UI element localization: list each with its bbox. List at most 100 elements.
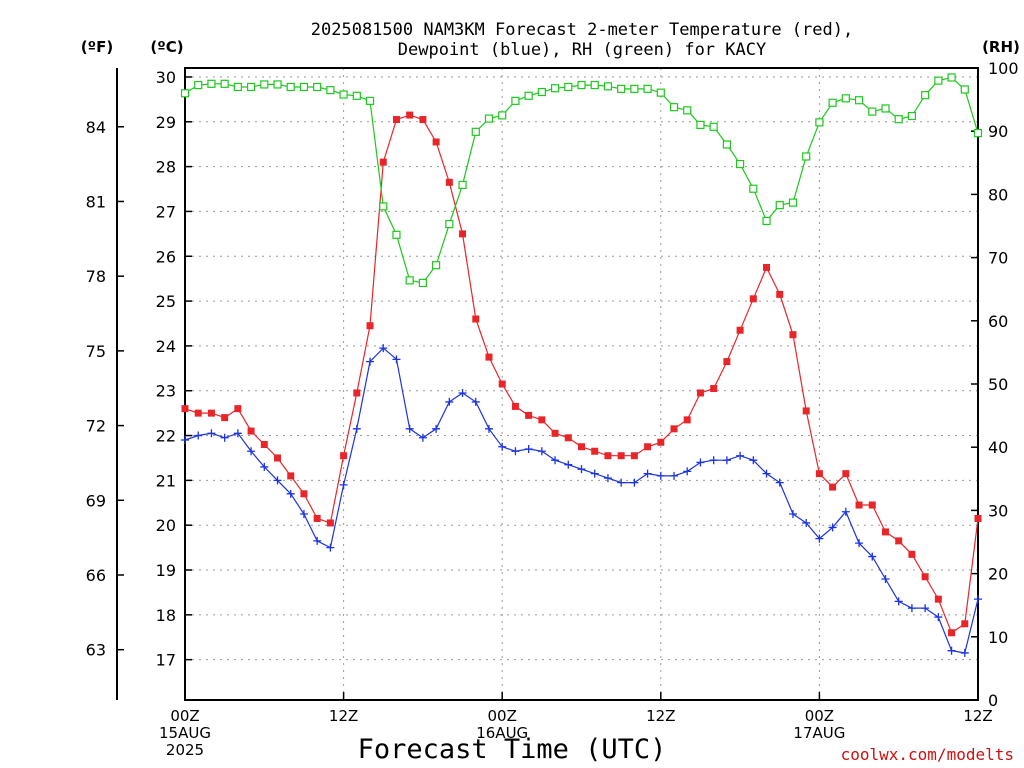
dewpoint-point [881,574,890,583]
rh-unit-label: (RH) [982,38,1020,56]
dewpoint-point [590,469,599,478]
rh-point [683,106,692,115]
celsius-tick-label: 24 [156,337,176,356]
dewpoint-point [696,458,705,467]
temperature-point [392,116,400,124]
temperature-point [300,490,308,498]
dewpoint-point [405,424,414,433]
temperature-point [578,443,585,451]
temperature-point [696,389,704,397]
rh-tick-label: 100 [988,59,1019,78]
rh-point [868,107,877,116]
rh-point [339,90,348,99]
rh-point [418,278,427,287]
dewpoint-point [339,480,348,489]
series-layer [180,73,983,657]
temperature-point [472,315,480,323]
celsius-tick-label: 21 [156,471,176,490]
rh-point [815,118,824,127]
dewpoint-point [603,474,612,483]
rh-point [511,96,520,105]
rh-point [392,230,401,239]
rh-point [881,104,890,113]
rh-point [630,84,639,93]
dewpoint-point [273,476,282,485]
dewpoint-point [313,536,322,545]
dewpoint-point [683,467,692,476]
dewpoint-point [947,646,956,655]
chart-title-line-2: Dewpoint (blue), RH (green) for KACY [398,40,766,60]
rh-point [233,82,242,92]
dewpoint-point [894,597,903,606]
rh-point [326,86,335,95]
x-tick-label: 00Z [488,707,517,725]
temperature-point [895,537,903,545]
temperature-point [260,441,268,449]
dewpoint-point [432,424,441,433]
rh-point [498,111,507,120]
x-tick-label: 12Z [646,707,675,725]
rh-point [352,91,361,100]
temperature-line [184,114,979,634]
rh-point [709,122,718,131]
dewpoint-point [762,469,771,478]
rh-point [220,79,229,88]
temperature-point [948,629,956,637]
temperature-point [525,411,533,419]
x-tick-label: 2025 [166,741,204,759]
temperature-point [868,501,876,509]
temperature-point [921,573,929,581]
dewpoint-point [524,444,533,453]
rh-point [696,120,705,129]
dewpoint-point [299,509,308,518]
temperature-point [934,595,942,603]
fahrenheit-tick-label: 84 [86,118,106,137]
rh-tick-label: 20 [988,565,1008,584]
dewpoint-point [749,456,758,465]
temperature-point [842,470,850,478]
rh-point [577,80,586,90]
dewpoint-point [855,539,864,548]
temperature-point [247,427,255,435]
dewpoint-point [511,447,520,456]
rh-point [841,94,850,103]
fahrenheit-tick-label: 69 [86,491,106,510]
celsius-tick-label: 20 [156,516,176,535]
rh-point [524,91,533,100]
temperature-point [736,326,744,334]
rh-point [484,114,494,123]
temperature-point [749,295,757,303]
temperature-point [445,178,453,186]
dewpoint-point [643,469,652,478]
temperature-point [776,290,784,298]
dewpoint-point [392,355,401,364]
rh-point [749,184,758,193]
celsius-tick-label: 27 [156,202,176,221]
temperature-point [419,116,427,124]
rh-point [365,96,375,105]
rh-point [854,96,864,105]
rh-point [458,180,467,190]
x-tick-label: 12Z [329,707,358,725]
celsius-unit-label: (ºC) [150,38,183,56]
temperature-point [313,514,321,522]
temperature-point [366,322,374,330]
fahrenheit-tick-label: 63 [86,641,106,660]
dewpoint-point [775,478,784,487]
temperature-point [340,452,348,460]
rh-point [246,82,256,92]
temperature-point [974,514,982,522]
credit-link[interactable]: coolwx.com/modelts [841,745,1014,764]
temperature-point [551,429,559,437]
rh-series [180,73,983,287]
dewpoint-point [233,429,242,438]
dewpoint-point [934,613,943,622]
dewpoint-point [484,424,493,433]
rh-point [656,88,665,97]
rh-point [973,128,983,138]
dewpoint-point [907,604,916,613]
dewpoint-point [815,534,824,543]
x-tick-label: 16AUG [476,724,528,742]
temperature-point [802,407,810,415]
